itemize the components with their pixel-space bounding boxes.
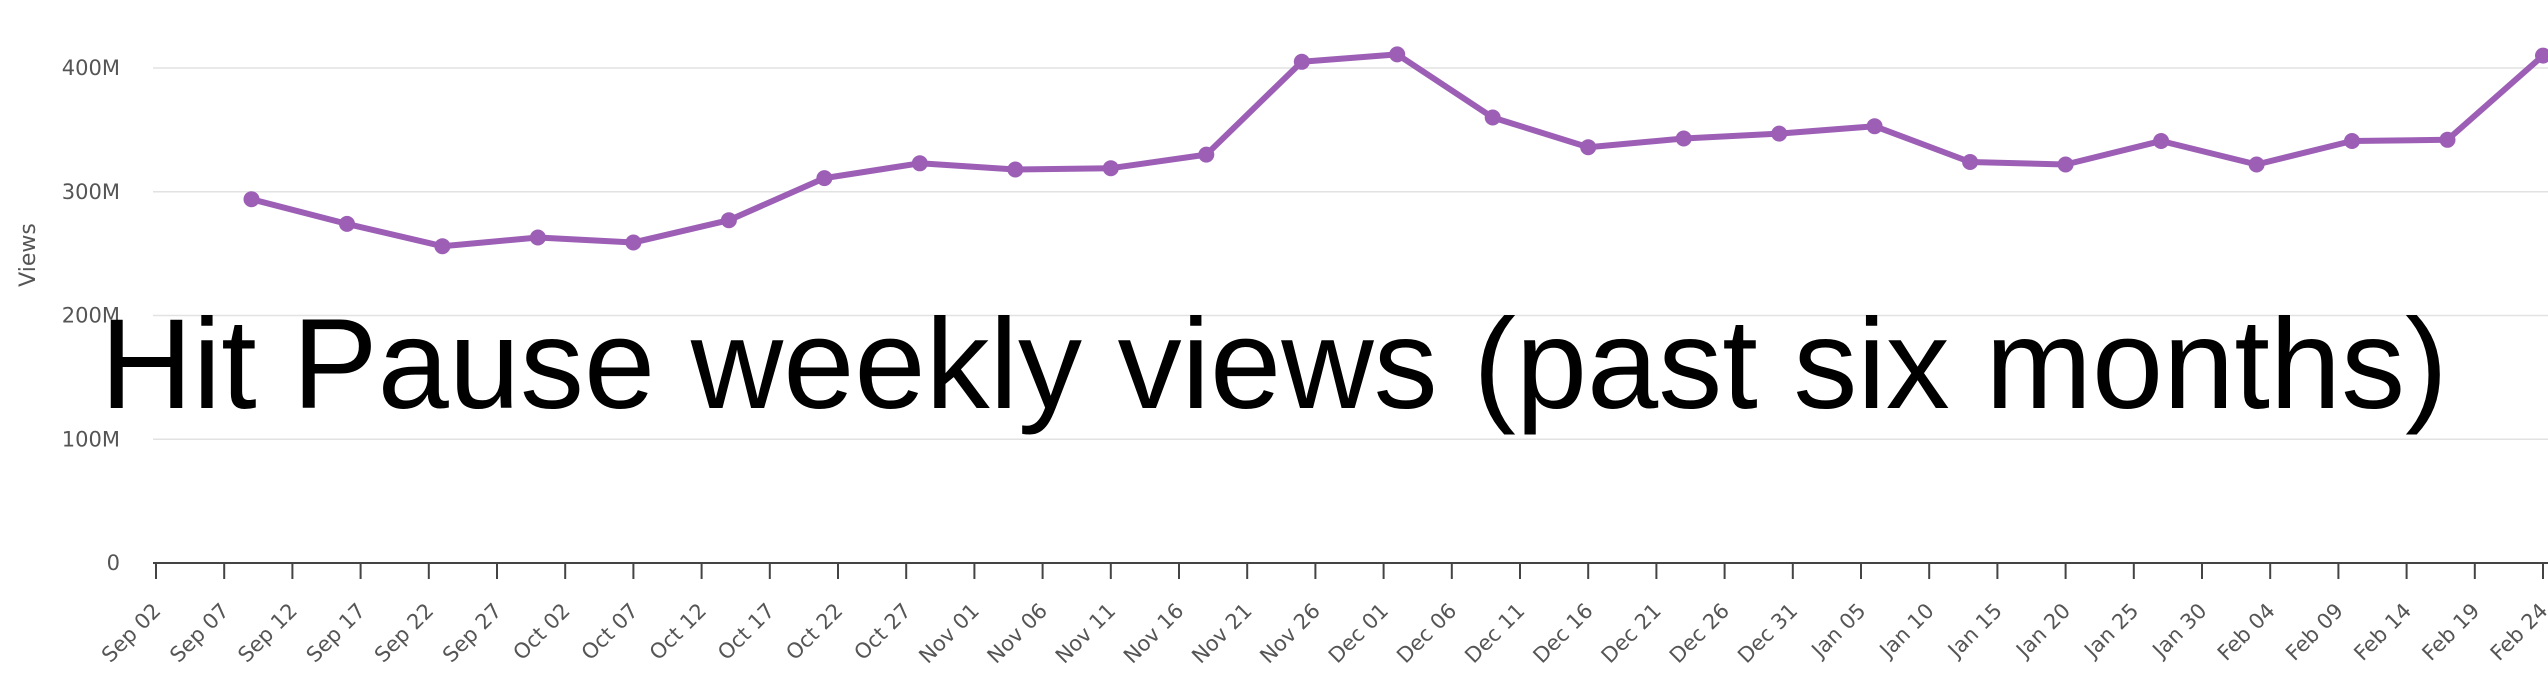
x-tick-label: Feb 14 [2349, 599, 2416, 666]
x-tick-label: Jan 10 [1874, 599, 1939, 664]
x-tick-label: Nov 11 [1051, 599, 1121, 669]
data-point [2153, 133, 2170, 149]
x-tick-label: Sep 22 [370, 599, 439, 668]
data-point [434, 238, 451, 255]
x-tick-label: Sep 12 [233, 599, 302, 668]
x-tick-label: Feb 04 [2213, 599, 2280, 666]
x-tick-label: Oct 22 [781, 599, 847, 665]
x-tick-label: Feb 19 [2417, 599, 2484, 666]
y-tick-label: 300M [62, 180, 120, 204]
data-point [1484, 109, 1501, 126]
chart-title: Hit Pause weekly views (past six months) [100, 293, 2448, 436]
data-point [816, 170, 833, 187]
y-tick-label: 0 [107, 551, 120, 575]
data-point [1771, 125, 1788, 142]
data-point [1007, 161, 1024, 178]
x-tick-label: Sep 02 [97, 599, 166, 668]
x-tick-label: Jan 20 [2010, 599, 2075, 664]
x-tick-label: Nov 21 [1187, 599, 1257, 669]
series-line [243, 46, 2548, 255]
data-point [529, 229, 546, 246]
data-point [625, 234, 642, 251]
data-point [2057, 156, 2074, 173]
data-point [720, 212, 737, 229]
x-tick-label: Nov 26 [1255, 599, 1325, 669]
x-tick-label: Dec 21 [1597, 599, 1666, 668]
y-tick-label: 100M [62, 427, 120, 451]
x-tick-label: Nov 16 [1119, 599, 1189, 669]
data-point [2439, 131, 2456, 148]
x-tick-label: Dec 11 [1460, 599, 1529, 668]
x-tick-label: Jan 30 [2147, 599, 2212, 664]
x-tick-label: Oct 17 [713, 599, 779, 665]
series-line-path [248, 51, 2546, 250]
x-tick-label: Dec 01 [1324, 599, 1393, 668]
gridlines [153, 67, 2548, 440]
x-axis: Sep 02 Sep 07 Sep 12 Sep 17 Sep 22 Sep 27 Oct … [97, 562, 2548, 669]
x-tick-label: Dec 06 [1392, 599, 1461, 668]
data-point [243, 191, 260, 208]
x-tick-label: Sep 07 [165, 599, 234, 668]
y-tick-label: 400M [62, 56, 120, 80]
x-tick-label: Nov 01 [914, 599, 984, 669]
x-tick-label: Oct 27 [849, 599, 915, 665]
x-tick-label: Jan 15 [1942, 599, 2007, 664]
x-tick-label: Jan 05 [1806, 599, 1871, 664]
x-tick-label: Jan 25 [2078, 599, 2143, 664]
data-point [2248, 156, 2265, 173]
x-tick-label: Nov 06 [983, 599, 1053, 669]
y-axis-title: Views [16, 223, 41, 287]
data-point [1293, 53, 1310, 70]
x-tick-label: Dec 26 [1665, 599, 1734, 668]
data-point [339, 215, 355, 232]
data-point [2535, 47, 2548, 64]
x-tick-label: Oct 02 [508, 599, 574, 665]
x-tick-label: Dec 16 [1528, 599, 1597, 668]
x-tick-label: Dec 31 [1733, 599, 1802, 668]
data-point [1102, 160, 1119, 177]
data-point [1198, 146, 1215, 163]
data-point [911, 155, 928, 172]
data-point [1580, 139, 1597, 156]
x-tick-label: Feb 24 [2486, 599, 2548, 666]
data-point [1866, 118, 1883, 135]
data-point [1962, 154, 1979, 170]
x-tick-label: Oct 12 [645, 599, 711, 665]
x-tick-label: Feb 09 [2281, 599, 2348, 666]
data-point [1675, 130, 1692, 147]
data-point [2344, 133, 2360, 149]
x-tick-label: Oct 07 [577, 599, 643, 665]
y-tick-label: 200M [62, 304, 120, 328]
data-point [1389, 46, 1406, 63]
x-tick-label: Sep 27 [438, 599, 507, 668]
x-tick-label: Sep 17 [302, 599, 371, 668]
y-axis-ticks: 0 100M 200M 300M 400M [62, 56, 120, 575]
